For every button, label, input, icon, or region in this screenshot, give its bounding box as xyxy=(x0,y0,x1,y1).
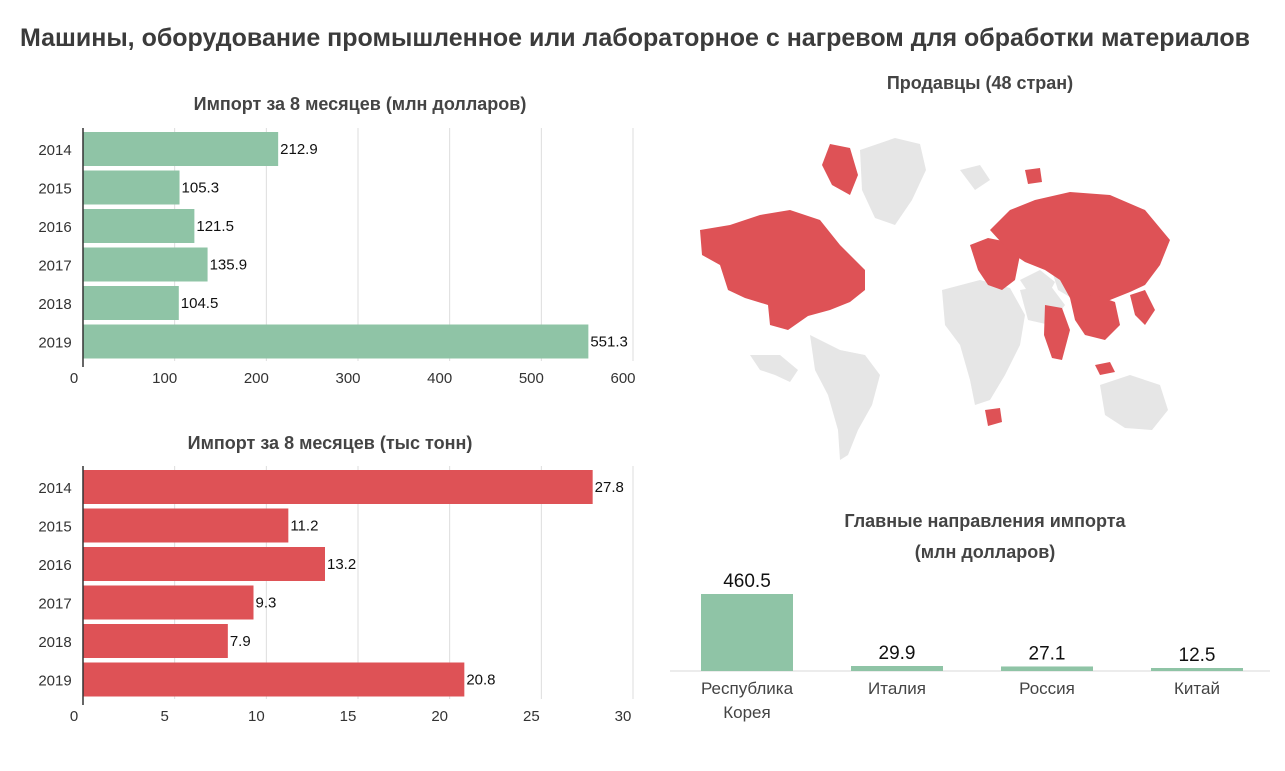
usd-category-label: 2019 xyxy=(38,335,71,352)
usd-tick-label: 200 xyxy=(244,370,269,387)
map-sellers-red xyxy=(700,144,1170,426)
tons-value-label: 7.9 xyxy=(230,633,251,650)
chart3-title-line2: (млн долларов) xyxy=(914,542,1056,562)
dir-bar xyxy=(1001,666,1093,671)
dir-value-label: 12.5 xyxy=(1179,645,1216,666)
tons-bar xyxy=(83,508,289,543)
chart-import-tons: 0 5 10 15 20 25 30 2014 27.8 2015 11.2 2016 13.2 2017… xyxy=(38,466,634,725)
tons-value-label: 20.8 xyxy=(466,672,495,689)
tons-category-label: 2018 xyxy=(38,634,71,651)
usd-bar xyxy=(83,324,589,359)
usd-category-label: 2015 xyxy=(38,181,71,198)
tons-value-label: 13.2 xyxy=(327,556,356,573)
dir-category-label: Китай xyxy=(1174,679,1220,698)
tons-bar xyxy=(83,624,228,658)
usd-bar xyxy=(83,247,208,282)
usd-category-label: 2016 xyxy=(38,219,71,236)
dir-bar xyxy=(701,594,793,671)
usd-value-label: 121.5 xyxy=(196,218,234,235)
dir-bar xyxy=(1151,668,1243,671)
usd-category-label: 2018 xyxy=(38,296,71,313)
usd-tick-label: 500 xyxy=(519,370,544,387)
chart2-title: Импорт за 8 месяцев (тыс тонн) xyxy=(187,433,473,453)
tons-category-label: 2019 xyxy=(38,673,71,690)
usd-category-label: 2014 xyxy=(38,142,71,159)
tons-value-label: 11.2 xyxy=(290,518,318,535)
usd-bar xyxy=(83,286,179,320)
tons-tick-label: 0 xyxy=(70,708,78,725)
usd-bar xyxy=(83,170,180,205)
world-map xyxy=(690,130,1210,470)
tons-tick-label: 10 xyxy=(248,708,265,725)
usd-bar xyxy=(83,209,195,243)
chart3-title: Главные направления импорта (млн долларо… xyxy=(790,506,1180,568)
dir-value-label: 460.5 xyxy=(723,571,771,592)
tons-category-label: 2016 xyxy=(38,557,71,574)
tons-category-label: 2014 xyxy=(38,480,71,497)
dir-category-label: Италия xyxy=(868,679,926,698)
usd-bar xyxy=(83,132,279,166)
tons-tick-label: 5 xyxy=(160,708,168,725)
dir-value-label: 27.1 xyxy=(1029,643,1066,664)
usd-value-label: 105.3 xyxy=(182,180,220,197)
chart1-title: Импорт за 8 месяцев (млн долларов) xyxy=(193,94,527,114)
main-title: Машины, оборудование промышленное или ла… xyxy=(19,24,1251,52)
tons-tick-label: 15 xyxy=(340,708,357,725)
dir-category-label: Республика xyxy=(701,679,794,698)
tons-bar xyxy=(83,585,254,620)
chart-import-usd: 0 100 200 300 400 500 600 2014 212.9 2015 105.3 201… xyxy=(38,128,636,387)
tons-tick-label: 30 xyxy=(615,708,632,725)
usd-category-label: 2017 xyxy=(38,258,71,275)
tons-bar xyxy=(83,470,593,504)
dir-value-label: 29.9 xyxy=(879,643,916,664)
usd-tick-label: 400 xyxy=(427,370,452,387)
usd-tick-label: 300 xyxy=(335,370,360,387)
tons-bar xyxy=(83,547,325,581)
tons-tick-label: 25 xyxy=(523,708,540,725)
dir-category-label: Корея xyxy=(723,703,770,722)
chart3-title-line1: Главные направления импорта xyxy=(844,511,1126,531)
usd-value-label: 551.3 xyxy=(590,334,628,351)
tons-bar xyxy=(83,662,465,697)
dir-bar xyxy=(851,666,943,671)
usd-value-label: 212.9 xyxy=(280,141,318,158)
usd-value-label: 104.5 xyxy=(181,295,219,312)
usd-tick-label: 600 xyxy=(610,370,635,387)
tons-value-label: 9.3 xyxy=(256,595,277,612)
world-map-svg xyxy=(700,138,1170,460)
map-title: Продавцы (48 стран) xyxy=(886,73,1074,93)
usd-value-label: 135.9 xyxy=(210,257,248,274)
usd-tick-label: 100 xyxy=(152,370,177,387)
tons-tick-label: 20 xyxy=(431,708,448,725)
usd-tick-label: 0 xyxy=(70,370,78,387)
tons-category-label: 2017 xyxy=(38,596,71,613)
tons-value-label: 27.8 xyxy=(595,479,624,496)
tons-category-label: 2015 xyxy=(38,519,71,536)
dir-category-label: Россия xyxy=(1019,679,1075,698)
chart-top-directions: 460.5 Республика Корея 29.9 Италия 27.1 Россия… xyxy=(670,571,1270,722)
